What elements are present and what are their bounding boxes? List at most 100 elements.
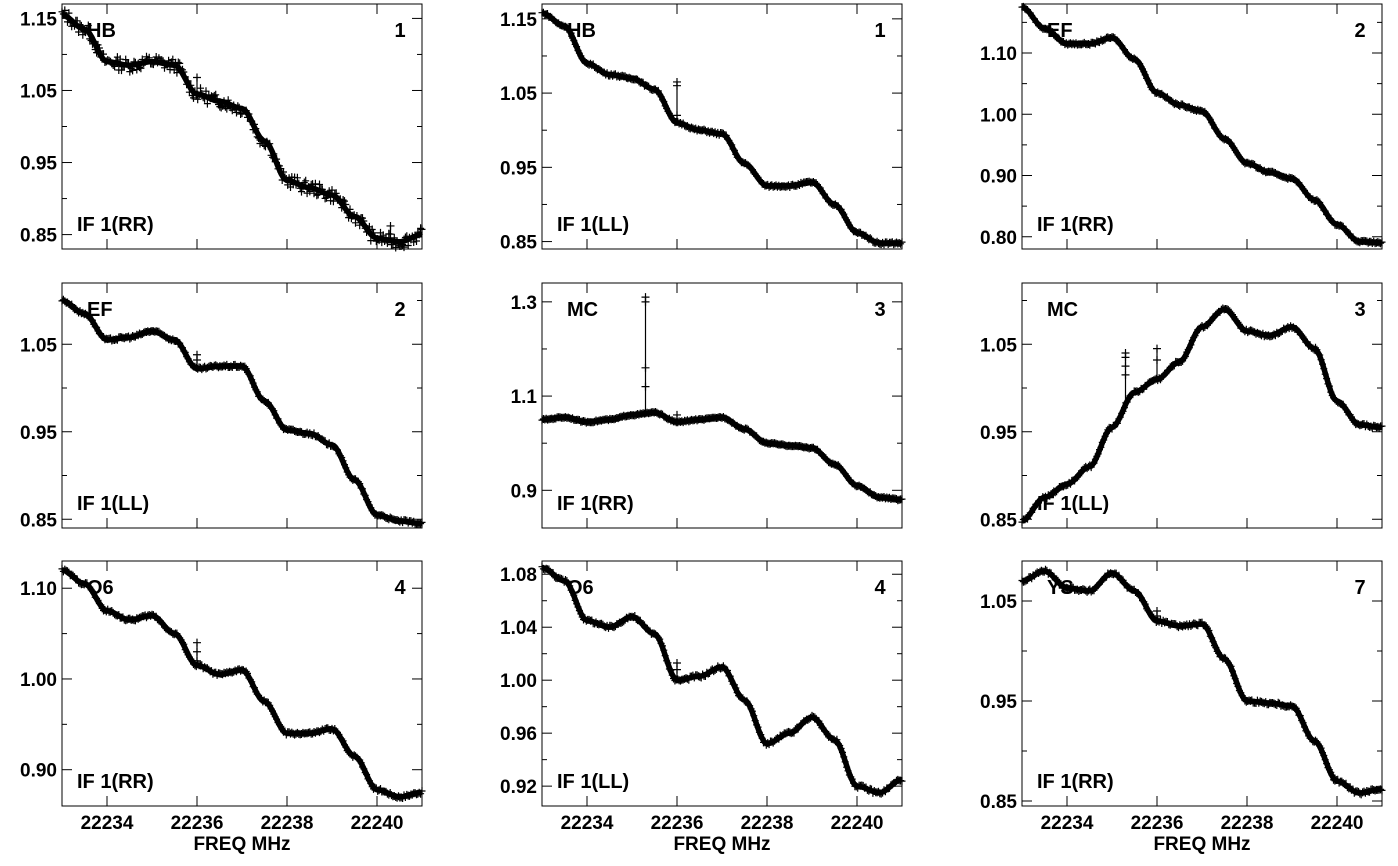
data-curve bbox=[541, 409, 903, 503]
x-tick-label: 22240 bbox=[1311, 813, 1364, 834]
y-tick-label: 0.85 bbox=[20, 510, 57, 531]
antenna-number: 4 bbox=[874, 577, 886, 599]
y-tick-label: 1.05 bbox=[20, 81, 57, 102]
if-polarization-label: IF 1(RR) bbox=[77, 214, 154, 236]
x-tick-label: 22238 bbox=[741, 813, 794, 834]
data-curve bbox=[61, 12, 423, 245]
outlier-group bbox=[673, 658, 681, 681]
plot-frame bbox=[541, 3, 903, 250]
plot-frame bbox=[61, 3, 423, 250]
outlier-point bbox=[1153, 344, 1161, 353]
antenna-number: 1 bbox=[874, 20, 885, 42]
antenna-label: HB bbox=[567, 20, 596, 42]
x-tick-label: 22234 bbox=[81, 813, 134, 834]
if-polarization-label: IF 1(LL) bbox=[557, 771, 629, 793]
antenna-label: MC bbox=[567, 299, 598, 321]
outlier-group bbox=[193, 73, 201, 99]
outlier-point bbox=[193, 90, 201, 99]
if-polarization-label: IF 1(LL) bbox=[1037, 493, 1109, 515]
y-tick-label: 0.9 bbox=[511, 481, 537, 502]
plot-frame bbox=[1021, 3, 1383, 250]
data-point-markers bbox=[58, 564, 426, 802]
antenna-label: EF bbox=[87, 299, 113, 321]
antenna-number: 3 bbox=[874, 299, 885, 321]
plot-frame bbox=[541, 560, 903, 807]
panel-o6-4-7: 0.90 1.00 1.10 22234 22236 22238 22240 FREQ MHz… bbox=[20, 560, 426, 855]
plot-frame bbox=[1021, 282, 1383, 529]
panel-ys-7-9: 0.85 0.95 1.05 22234 22236 22238 22240 FREQ MHz… bbox=[980, 560, 1386, 855]
data-point-markers bbox=[538, 408, 906, 505]
y-tick-label: 0.95 bbox=[980, 692, 1017, 713]
outlier-group bbox=[673, 77, 681, 123]
y-tick-label: 1.00 bbox=[500, 671, 537, 692]
antenna-number: 4 bbox=[394, 577, 406, 599]
antenna-number: 7 bbox=[1354, 577, 1365, 599]
x-axis-label: FREQ MHz bbox=[193, 834, 290, 855]
outlier-group bbox=[193, 638, 201, 666]
x-tick-label: 22236 bbox=[1131, 813, 1184, 834]
outlier-point bbox=[1121, 349, 1130, 357]
outlier-point bbox=[673, 111, 681, 120]
x-axis-label: FREQ MHz bbox=[673, 834, 770, 855]
outlier-point bbox=[193, 73, 201, 82]
plot-frame bbox=[541, 282, 903, 529]
y-tick-label: 0.90 bbox=[980, 167, 1017, 188]
y-tick-label: 0.85 bbox=[980, 792, 1017, 813]
panel-ef-2-3: 0.80 0.90 1.00 1.10 EF 2 IF 1(RR) bbox=[980, 2, 1386, 250]
y-tick-label: 0.95 bbox=[500, 158, 537, 179]
y-tick-label: 0.80 bbox=[980, 228, 1017, 249]
x-tick-label: 22238 bbox=[261, 813, 314, 834]
y-tick-label: 0.92 bbox=[500, 777, 537, 798]
outlier-point bbox=[641, 293, 650, 302]
if-polarization-label: IF 1(RR) bbox=[77, 771, 154, 793]
outlier-group bbox=[193, 350, 201, 369]
outlier-point bbox=[673, 658, 681, 667]
y-tick-label: 0.85 bbox=[500, 233, 537, 254]
outlier-point bbox=[193, 638, 201, 647]
panel-mc-3-6: 0.85 0.95 1.05 MC 3 IF 1(LL) bbox=[980, 282, 1386, 531]
x-tick-label: 22234 bbox=[561, 813, 614, 834]
if-polarization-label: IF 1(RR) bbox=[1037, 771, 1114, 793]
y-tick-label: 0.85 bbox=[980, 510, 1017, 531]
data-point-markers bbox=[1018, 2, 1386, 248]
y-tick-label: 1.3 bbox=[511, 293, 537, 314]
antenna-number: 1 bbox=[394, 20, 405, 42]
if-polarization-label: IF 1(LL) bbox=[77, 493, 149, 515]
x-tick-label: 22236 bbox=[171, 813, 224, 834]
outlier-group bbox=[1153, 344, 1161, 380]
y-tick-label: 1.05 bbox=[980, 335, 1017, 356]
outlier-point bbox=[1121, 370, 1130, 379]
outlier-point bbox=[1153, 607, 1161, 615]
y-tick-label: 1.10 bbox=[20, 579, 57, 600]
plot-frame bbox=[61, 560, 423, 807]
antenna-label: MC bbox=[1047, 299, 1078, 321]
plot-frame bbox=[1021, 560, 1383, 807]
x-tick-label: 22234 bbox=[1041, 813, 1094, 834]
data-curve bbox=[541, 564, 903, 796]
antenna-label: HB bbox=[87, 20, 116, 42]
x-tick-label: 22236 bbox=[651, 813, 704, 834]
outlier-point bbox=[386, 221, 395, 230]
y-tick-label: 1.15 bbox=[20, 9, 57, 30]
antenna-label: O6 bbox=[567, 577, 594, 599]
antenna-number: 2 bbox=[1354, 20, 1365, 42]
panel-mc-3-5: 0.9 1.1 1.3 MC 3 IF 1(RR) bbox=[511, 282, 906, 529]
outlier-point bbox=[673, 410, 681, 419]
y-tick-label: 0.90 bbox=[20, 761, 57, 782]
if-polarization-label: IF 1(LL) bbox=[557, 214, 629, 236]
y-tick-label: 0.96 bbox=[500, 724, 537, 745]
outlier-point bbox=[641, 382, 650, 391]
panel-o6-4-8: 0.92 0.96 1.00 1.04 1.08 22234 22236 22238 22240… bbox=[500, 560, 906, 855]
y-tick-label: 1.15 bbox=[500, 10, 537, 31]
antenna-number: 3 bbox=[1354, 299, 1365, 321]
data-point-markers bbox=[538, 8, 906, 249]
panel-hb-1-2: 0.85 0.95 1.05 1.15 HB 1 IF 1(LL) bbox=[500, 3, 906, 254]
y-tick-label: 1.00 bbox=[20, 670, 57, 691]
outlier-group bbox=[673, 410, 681, 422]
x-tick-label: 22240 bbox=[831, 813, 884, 834]
y-tick-label: 1.05 bbox=[20, 335, 57, 356]
outlier-group bbox=[1121, 349, 1130, 405]
plot-frame bbox=[61, 282, 423, 529]
outlier-group bbox=[386, 221, 395, 241]
